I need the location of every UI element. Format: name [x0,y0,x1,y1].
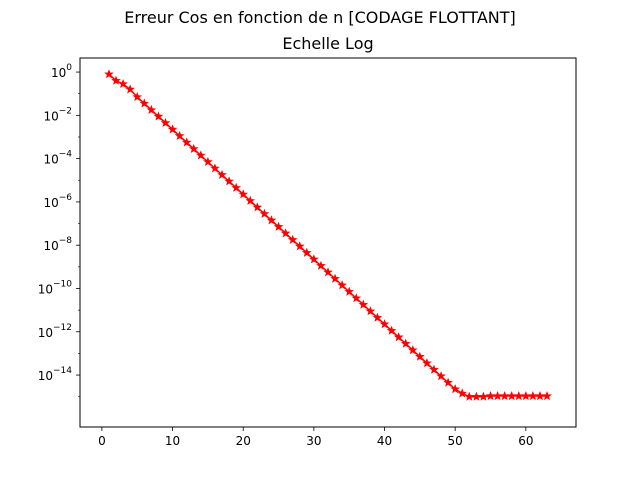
data-point [231,182,241,192]
data-point [139,98,150,108]
data-point [309,254,319,264]
data-point [443,377,453,387]
data-point [478,391,489,401]
y-tick-label: 10−4 [43,150,72,167]
data-point [245,195,256,205]
x-tick-label: 30 [306,434,321,448]
y-tick-label: 10−6 [43,193,72,210]
data-point [104,69,114,79]
data-point [252,202,263,212]
data-point [238,189,249,199]
chart-subtitle: Echelle Log [282,34,373,53]
data-point [379,319,390,329]
data-point [125,84,135,94]
data-point [210,163,220,173]
data-point [365,306,376,316]
data-point [450,384,460,394]
data-point [287,234,298,244]
data-point [358,299,369,309]
data-point [196,150,206,160]
data-point [436,371,446,381]
data-point [294,241,305,251]
data-point [280,228,291,238]
x-tick-label: 40 [377,434,392,448]
data-point [118,78,128,89]
data-point [153,111,164,121]
chart-title: Erreur Cos en fonction de n [CODAGE FLOT… [124,8,516,27]
y-tick-label: 10−10 [38,279,73,296]
data-point [146,104,157,115]
data-point [330,273,340,283]
y-tick-label: 10−8 [43,236,72,253]
x-tick-label: 0 [98,434,106,448]
data-point [415,351,425,361]
data-point [203,156,213,166]
y-tick-label: 10−12 [38,323,72,340]
data-point [407,345,418,355]
data-point [422,358,432,368]
data-point [160,117,171,127]
data-point [344,286,354,296]
data-point [393,332,404,342]
data-point [132,91,143,102]
data-point [188,143,199,153]
data-point [316,260,326,270]
data-point [457,388,468,398]
data-point [372,312,383,322]
data-point [323,267,333,277]
data-point [400,338,411,348]
data-point [351,293,362,303]
data-point [266,215,277,225]
y-tick-label: 100 [51,63,72,80]
data-point [217,169,227,179]
data-point [259,208,270,218]
data-point [174,130,185,140]
data-point [224,176,234,186]
axes-frame [79,57,577,428]
y-tick-label: 10−14 [38,366,73,383]
data-point [429,364,439,374]
data-point [542,391,552,401]
data-point [273,221,284,231]
data-point [111,75,121,85]
x-tick-label: 20 [236,434,251,448]
data-point [337,280,347,290]
y-tick-label: 10−2 [43,106,72,123]
x-tick-label: 10 [165,434,180,448]
x-tick-label: 50 [448,434,463,448]
x-tick-label: 60 [518,434,533,448]
data-point [302,247,312,257]
plot-area: 0 10 20 30 40 50 60 100 10−2 10−4 10−6 10−8 10−10 10−… [38,57,577,448]
data-point [167,124,178,134]
data-point [181,137,192,147]
data-point [386,325,397,335]
